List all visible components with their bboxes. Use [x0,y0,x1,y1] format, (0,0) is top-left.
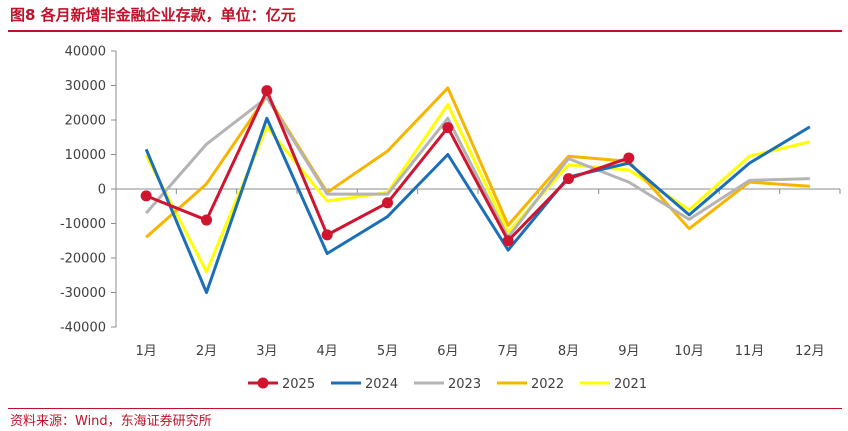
x-tick-label: 8月 [558,344,579,359]
legend-label-2024: 2024 [365,377,398,392]
source-rule [8,408,842,409]
legend-label-2021: 2021 [614,377,647,392]
x-tick-label: 6月 [437,344,458,359]
legend-label-2022: 2022 [531,377,564,392]
y-tick-label: 40000 [65,45,106,60]
x-tick-label: 5月 [377,344,398,359]
y-tick-label: 0 [98,183,106,198]
legend-label-2023: 2023 [448,377,481,392]
y-tick-label: 20000 [65,114,106,129]
x-tick-label: 4月 [317,344,338,359]
data-point-2025 [382,197,393,209]
series-line-2022 [145,86,810,239]
data-point-2025 [442,122,454,134]
series-line-2021 [144,102,811,274]
data-point-2025 [623,152,635,164]
y-tick-label: -40000 [60,321,106,336]
legend: 2025 2024 2023 2022 2021 [248,377,647,392]
source-note: 资料来源：Wind，东海证券研究所 [10,414,212,429]
series-line-2023 [145,96,810,239]
data-point-2025 [563,173,574,185]
legend-marker-2025 [257,377,269,389]
chart-title: 图8 各月新增非金融企业存款，单位：亿元 [10,6,296,24]
series-layer [140,85,811,294]
data-point-2025 [502,235,514,247]
x-tick-label: 1月 [136,344,157,359]
x-tick-label: 10月 [674,344,704,359]
legend-label-2025: 2025 [282,377,315,392]
x-tick-label: 2月 [196,344,217,359]
x-tick-label: 9月 [618,344,639,359]
data-point-2025 [140,190,152,202]
data-point-2025 [261,85,273,97]
y-tick-label: 10000 [65,148,106,163]
title-rule [8,30,842,32]
x-tick-label: 12月 [795,344,825,359]
axes: 40000 30000 20000 10000 0 -10000 -20000 -30000 -… [60,45,841,359]
x-tick-label: 3月 [256,344,277,359]
y-tick-label: 30000 [65,79,106,94]
y-tick-label: -20000 [60,252,106,267]
line-chart: 40000 30000 20000 10000 0 -10000 -20000 -30000 -… [60,45,841,392]
series-line-2024 [144,116,811,294]
data-point-2025 [201,214,212,226]
y-tick-label: -30000 [60,286,106,301]
data-point-2025 [321,229,333,241]
y-tick-label: -10000 [60,217,106,232]
x-tick-label: 11月 [735,344,765,359]
x-tick-label: 7月 [498,344,519,359]
